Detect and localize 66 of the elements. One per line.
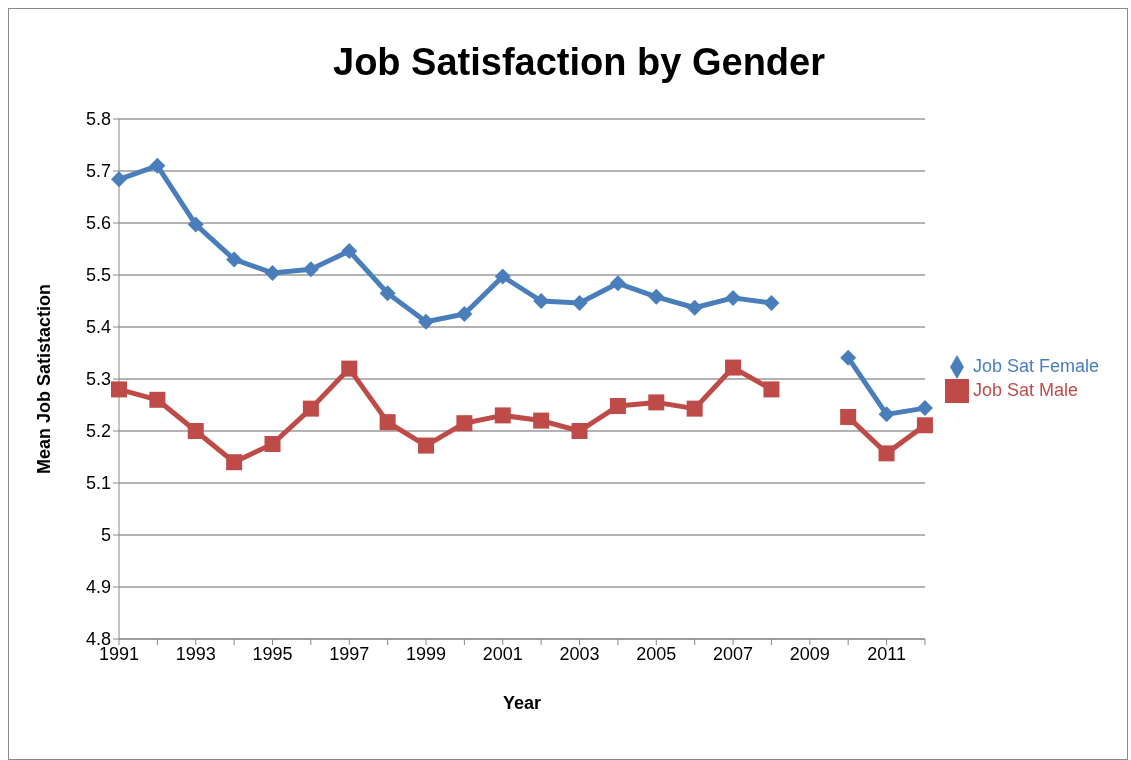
- point: [264, 264, 281, 281]
- point: [648, 288, 665, 305]
- point: [111, 381, 127, 398]
- x-tick-label: 2007: [713, 643, 754, 664]
- y-axis-title: Mean Job Satistaction: [34, 283, 55, 475]
- point: [341, 360, 358, 377]
- x-tick-label: 1999: [406, 643, 447, 664]
- point: [149, 157, 166, 174]
- point: [840, 349, 857, 366]
- y-tick-label: 5: [100, 525, 111, 546]
- y-tick-label: 5.2: [85, 421, 111, 442]
- y-tick-label: 5.8: [85, 109, 111, 130]
- x-axis-title: Year: [502, 693, 541, 713]
- chart-title: Job Satisfaction by Gender: [332, 41, 826, 84]
- point: [609, 398, 626, 415]
- point: [878, 445, 895, 462]
- y-tick-label: 5.3: [85, 369, 111, 390]
- y-tick-label: 5.5: [85, 265, 111, 286]
- point: [379, 285, 396, 302]
- point: [916, 417, 933, 434]
- point: [226, 454, 243, 471]
- point: [763, 295, 780, 312]
- x-tick-label: 2001: [482, 643, 523, 664]
- y-tick-label: 5.4: [85, 317, 111, 338]
- point: [226, 251, 243, 268]
- x-tick-label: 2005: [636, 643, 677, 664]
- point: [302, 261, 319, 278]
- point: [379, 414, 396, 431]
- point: [264, 436, 281, 452]
- point: [725, 359, 742, 376]
- point: [111, 171, 127, 188]
- legend-label: Job Sat Male: [972, 379, 1078, 400]
- y-tick-label: 5.6: [85, 213, 111, 234]
- point: [456, 306, 473, 322]
- point: [725, 289, 742, 306]
- point: [418, 313, 435, 330]
- point: [686, 299, 703, 316]
- x-tick-label: 2011: [867, 643, 906, 664]
- point: [571, 423, 588, 439]
- x-tick-label: 2003: [559, 643, 600, 664]
- x-tick-label: 1993: [175, 643, 216, 664]
- point: [187, 423, 204, 439]
- point: [456, 415, 473, 432]
- point: [878, 406, 895, 423]
- point: [648, 394, 665, 411]
- point: [763, 381, 780, 398]
- point: [533, 412, 550, 429]
- y-tick-label: 5.7: [85, 161, 111, 182]
- point: [686, 400, 703, 417]
- point: [418, 437, 435, 454]
- y-tick-label: 4.9: [85, 577, 111, 598]
- point: [571, 295, 588, 312]
- legend-label: Job Sat Female: [972, 355, 1099, 376]
- x-tick-label: 2009: [789, 643, 830, 664]
- x-tick-label: 1995: [252, 643, 293, 664]
- point: [916, 400, 933, 417]
- x-tick-label: 1997: [329, 643, 370, 664]
- y-tick-label: 5.1: [85, 473, 111, 494]
- point: [302, 400, 319, 417]
- point: [187, 216, 204, 233]
- point: [341, 243, 358, 260]
- point: [494, 407, 511, 424]
- point: [494, 268, 511, 285]
- point: [149, 391, 166, 408]
- point: [840, 408, 857, 425]
- point: [609, 275, 626, 292]
